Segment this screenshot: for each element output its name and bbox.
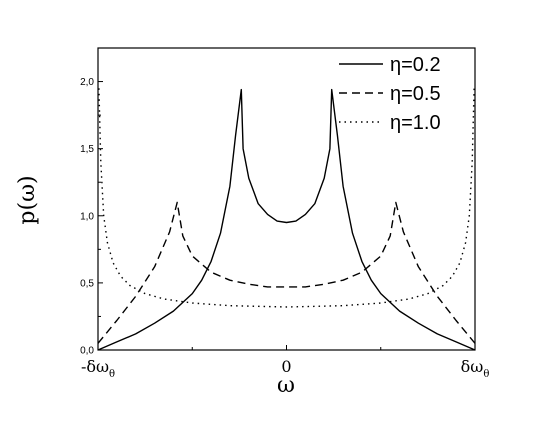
y-tick-label: 1,0	[80, 211, 94, 222]
series-line	[97, 201, 476, 344]
x-tick-label: -δωθ	[81, 357, 115, 380]
x-axis-title: ω	[277, 373, 295, 398]
x-axis: -δωθ 0 δωθ	[81, 345, 489, 380]
legend-label: η=0.5	[390, 83, 441, 105]
legend: η=0.2 η=0.5 η=1.0	[339, 54, 441, 134]
series-line	[98, 88, 475, 308]
x-tick-label: δωθ	[461, 357, 490, 380]
y-tick-label: 0,0	[80, 346, 94, 357]
legend-label: η=0.2	[390, 54, 441, 76]
series-layer	[97, 88, 476, 351]
y-axis-title: p(ω)	[15, 175, 40, 224]
y-axis: 0,0 0,5 1,0 1,5 2,0	[80, 77, 103, 357]
y-tick-label: 0,5	[80, 278, 94, 289]
x-tick-label: 0	[281, 357, 291, 376]
legend-label: η=1.0	[390, 112, 441, 134]
series-line	[97, 88, 476, 351]
y-tick-label: 1,5	[80, 144, 94, 155]
y-tick-label: 2,0	[80, 77, 94, 88]
